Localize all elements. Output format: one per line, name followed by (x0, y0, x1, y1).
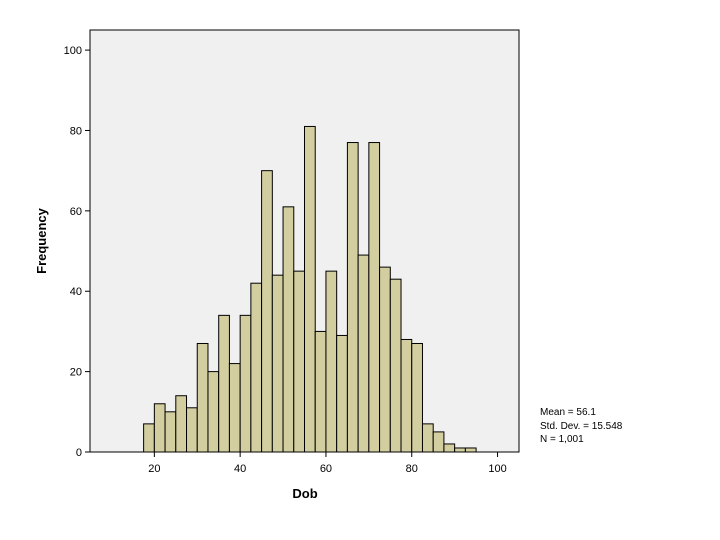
x-axis-title: Dob (292, 486, 317, 501)
histogram-bar (454, 447, 466, 453)
histogram-bar (304, 125, 316, 453)
y-axis-title: Frequency (34, 207, 49, 274)
bars-group (143, 125, 477, 453)
histogram-bar (282, 206, 295, 453)
histogram-bar (389, 278, 402, 453)
histogram-bar (218, 314, 230, 453)
histogram-bar (314, 330, 327, 453)
std-dev-label: Std. Dev. = 15.548 (540, 420, 623, 432)
y-tick-label: 40 (70, 286, 82, 298)
histogram-bar (336, 334, 348, 453)
histogram-bar (443, 443, 456, 453)
y-axis: 0 20 40 60 80 100 (64, 45, 90, 459)
histogram-bar (368, 142, 381, 453)
histogram-bar (271, 274, 284, 453)
histogram-bar (261, 170, 273, 453)
x-tick-label: 80 (406, 463, 418, 475)
y-tick-label: 0 (76, 447, 82, 459)
x-tick-label: 100 (488, 463, 506, 475)
x-tick-label: 40 (234, 463, 246, 475)
histogram-bar (400, 338, 413, 453)
histogram-bar (228, 363, 241, 453)
histogram-bar (250, 282, 263, 453)
histogram-bar (325, 270, 338, 453)
histogram-bar (239, 314, 252, 453)
histogram-bar (164, 411, 177, 453)
histogram-bar (421, 423, 434, 453)
histogram-bar (464, 447, 477, 453)
y-tick-label: 100 (64, 45, 82, 57)
histogram-bar (346, 142, 359, 453)
histogram-bar (153, 403, 166, 453)
x-axis: 20 40 60 80 100 (148, 452, 507, 475)
mean-label: Mean = 56.1 (540, 407, 596, 418)
histogram-bar (196, 342, 209, 453)
statistics-box: Mean = 56.1 Std. Dev. = 15.548 N = 1,001 (540, 406, 622, 447)
histogram-bar (379, 266, 391, 453)
histogram-bar (293, 270, 305, 453)
histogram-bar (432, 431, 445, 453)
y-tick-label: 60 (70, 206, 82, 218)
x-tick-label: 60 (320, 463, 332, 475)
histogram-bar (357, 254, 370, 453)
n-label: N = 1,001 (540, 434, 584, 445)
x-tick-label: 20 (148, 463, 160, 475)
histogram-bar (186, 407, 198, 453)
histogram-bar (411, 342, 423, 453)
y-tick-label: 80 (70, 125, 82, 137)
y-tick-label: 20 (70, 367, 82, 379)
histogram-bar (175, 395, 188, 453)
histogram-bar (207, 371, 220, 453)
histogram-bar (143, 423, 155, 453)
